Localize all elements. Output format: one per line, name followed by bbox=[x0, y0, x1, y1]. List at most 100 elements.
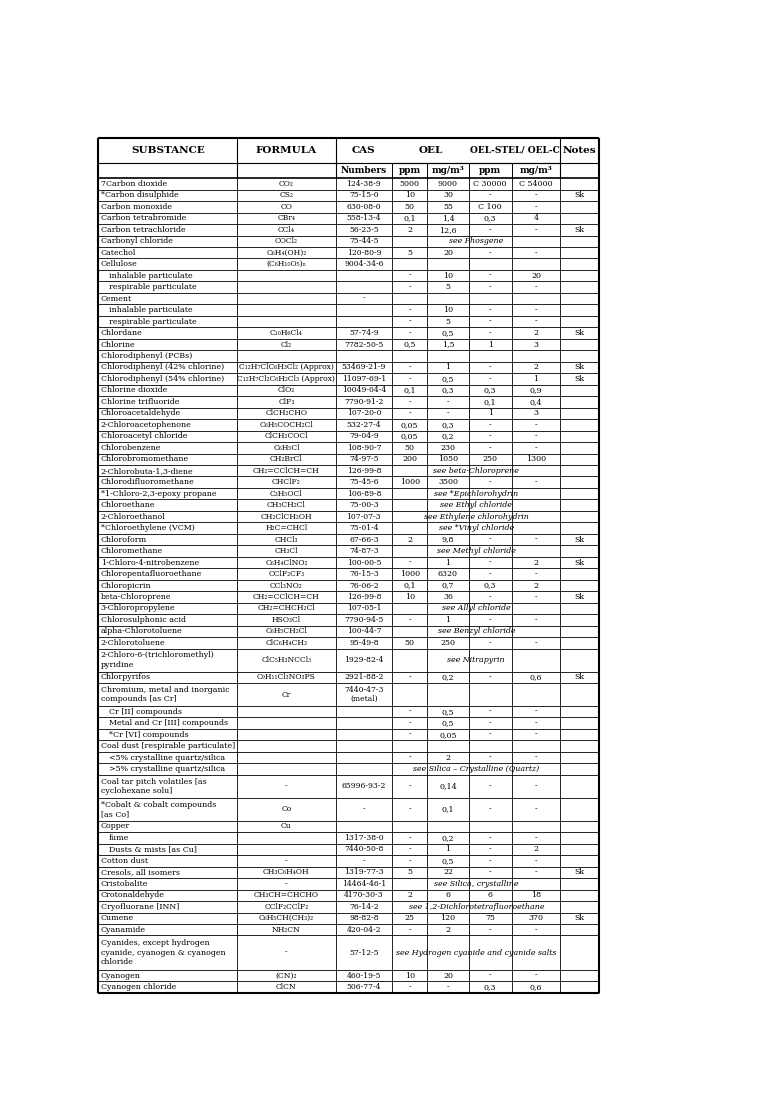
Text: -: - bbox=[489, 731, 491, 739]
Text: Chloromethane: Chloromethane bbox=[101, 547, 163, 555]
Text: Chlorine trifluoride: Chlorine trifluoride bbox=[101, 398, 179, 406]
Text: 1: 1 bbox=[446, 845, 451, 854]
Text: -: - bbox=[535, 307, 537, 314]
Text: 6: 6 bbox=[446, 892, 450, 900]
Text: see Methyl chloride: see Methyl chloride bbox=[437, 547, 516, 555]
Text: CH₃CH₂Cl: CH₃CH₂Cl bbox=[267, 501, 306, 509]
Text: 0,5: 0,5 bbox=[442, 329, 454, 337]
Text: 107-20-0: 107-20-0 bbox=[346, 410, 382, 417]
Text: -: - bbox=[489, 782, 491, 790]
Text: 2: 2 bbox=[533, 558, 539, 566]
Text: <5% crystalline quartz/silica: <5% crystalline quartz/silica bbox=[108, 753, 224, 762]
Text: 50: 50 bbox=[404, 444, 414, 452]
Text: Sk: Sk bbox=[575, 868, 584, 876]
Text: -: - bbox=[535, 639, 537, 647]
Text: 0,05: 0,05 bbox=[439, 731, 457, 739]
Text: 0,5: 0,5 bbox=[442, 707, 454, 716]
Text: (CN)₂: (CN)₂ bbox=[275, 971, 297, 979]
Text: 79-04-9: 79-04-9 bbox=[349, 432, 378, 441]
Text: ppm: ppm bbox=[479, 166, 501, 175]
Text: -: - bbox=[489, 272, 491, 280]
Text: 74-87-3: 74-87-3 bbox=[349, 547, 378, 555]
Text: see Phosgene: see Phosgene bbox=[449, 237, 504, 245]
Text: beta-Chloroprene: beta-Chloroprene bbox=[101, 593, 172, 601]
Text: 10: 10 bbox=[404, 593, 415, 601]
Text: *Chloroethylene (VCM): *Chloroethylene (VCM) bbox=[101, 524, 195, 533]
Text: OEL-STEL/ OEL-C: OEL-STEL/ OEL-C bbox=[470, 145, 559, 154]
Text: -: - bbox=[535, 421, 537, 429]
Text: -: - bbox=[489, 834, 491, 841]
Text: -: - bbox=[408, 707, 411, 716]
Text: -: - bbox=[408, 857, 411, 865]
Text: 0,9: 0,9 bbox=[530, 386, 542, 394]
Text: 0,1: 0,1 bbox=[404, 215, 416, 223]
Text: C₆H₅COCH₂Cl: C₆H₅COCH₂Cl bbox=[259, 421, 314, 429]
Text: 1: 1 bbox=[446, 558, 451, 566]
Text: 3: 3 bbox=[533, 410, 539, 417]
Text: NH₂CN: NH₂CN bbox=[272, 925, 301, 933]
Text: 1: 1 bbox=[446, 615, 451, 624]
Text: mg/m³: mg/m³ bbox=[432, 166, 465, 175]
Text: -: - bbox=[408, 410, 411, 417]
Text: 6320: 6320 bbox=[438, 570, 458, 579]
Text: see Benzyl chloride: see Benzyl chloride bbox=[437, 628, 515, 636]
Text: 630-08-0: 630-08-0 bbox=[346, 203, 382, 210]
Text: -: - bbox=[408, 364, 411, 372]
Text: C₁₀H₆Cl₄: C₁₀H₆Cl₄ bbox=[270, 329, 303, 337]
Text: -: - bbox=[535, 707, 537, 716]
Text: 2: 2 bbox=[533, 364, 539, 372]
Text: 1: 1 bbox=[533, 375, 539, 383]
Text: 0,1: 0,1 bbox=[484, 398, 497, 406]
Text: -: - bbox=[408, 283, 411, 291]
Text: -: - bbox=[446, 398, 449, 406]
Text: Chromium, metal and inorganic
compounds [as Cr]: Chromium, metal and inorganic compounds … bbox=[101, 686, 230, 703]
Text: CO₂: CO₂ bbox=[279, 180, 294, 188]
Text: -: - bbox=[535, 283, 537, 291]
Text: 106-89-8: 106-89-8 bbox=[346, 490, 382, 498]
Text: see Nitrapyrin: see Nitrapyrin bbox=[447, 656, 505, 664]
Text: CH₂=CClCH=CH: CH₂=CClCH=CH bbox=[253, 467, 320, 474]
Text: Chlorodiphenyl (54% chlorine): Chlorodiphenyl (54% chlorine) bbox=[101, 375, 224, 383]
Text: Chloroacetaldehyde: Chloroacetaldehyde bbox=[101, 410, 181, 417]
Text: 56-23-5: 56-23-5 bbox=[349, 226, 378, 234]
Text: Sk: Sk bbox=[575, 191, 584, 199]
Text: 0,7: 0,7 bbox=[442, 582, 454, 590]
Text: see 1,2-Dichlorotetrafluoroethane: see 1,2-Dichlorotetrafluoroethane bbox=[408, 903, 544, 911]
Text: Carbon tetrabromide: Carbon tetrabromide bbox=[101, 215, 186, 223]
Text: C 100: C 100 bbox=[478, 203, 502, 210]
Text: -: - bbox=[535, 868, 537, 876]
Text: see Ethylene chlorohydrin: see Ethylene chlorohydrin bbox=[424, 513, 529, 520]
Text: 100-44-7: 100-44-7 bbox=[346, 628, 382, 636]
Text: -: - bbox=[535, 432, 537, 441]
Text: 0,4: 0,4 bbox=[530, 398, 542, 406]
Text: Dusts & mists [as Cu]: Dusts & mists [as Cu] bbox=[108, 845, 196, 854]
Text: 7440-50-8: 7440-50-8 bbox=[344, 845, 384, 854]
Text: 1050: 1050 bbox=[438, 455, 458, 463]
Text: -: - bbox=[489, 845, 491, 854]
Text: -: - bbox=[535, 615, 537, 624]
Text: 2: 2 bbox=[407, 892, 412, 900]
Text: Sk: Sk bbox=[575, 558, 584, 566]
Text: 75-45-6: 75-45-6 bbox=[349, 478, 378, 487]
Text: Cristobalite: Cristobalite bbox=[101, 880, 148, 887]
Text: 370: 370 bbox=[529, 914, 543, 922]
Text: -: - bbox=[446, 410, 449, 417]
Text: 120: 120 bbox=[440, 914, 456, 922]
Text: 75: 75 bbox=[485, 914, 495, 922]
Text: C 54000: C 54000 bbox=[519, 180, 552, 188]
Text: -: - bbox=[285, 949, 288, 957]
Text: -: - bbox=[535, 191, 537, 199]
Text: 1319-77-3: 1319-77-3 bbox=[344, 868, 384, 876]
Text: 1000: 1000 bbox=[400, 570, 420, 579]
Text: 9004-34-6: 9004-34-6 bbox=[344, 261, 384, 269]
Text: see beta-Chloroprene: see beta-Chloroprene bbox=[433, 467, 520, 474]
Text: Chloropicrin: Chloropicrin bbox=[101, 582, 151, 590]
Text: 10: 10 bbox=[404, 971, 415, 979]
Text: 25: 25 bbox=[404, 914, 414, 922]
Text: Carbonyl chloride: Carbonyl chloride bbox=[101, 237, 172, 245]
Text: 75-44-5: 75-44-5 bbox=[349, 237, 378, 245]
Text: CHClF₂: CHClF₂ bbox=[272, 478, 301, 487]
Text: Sk: Sk bbox=[575, 536, 584, 544]
Text: 4: 4 bbox=[533, 215, 539, 223]
Text: 0,3: 0,3 bbox=[484, 582, 497, 590]
